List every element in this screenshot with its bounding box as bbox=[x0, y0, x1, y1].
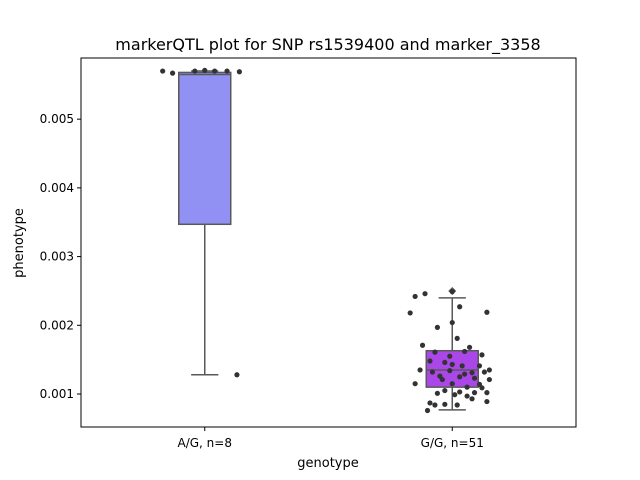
data-point bbox=[476, 363, 483, 369]
x-axis-label: genotype bbox=[297, 456, 358, 471]
data-point bbox=[464, 384, 470, 390]
data-point bbox=[447, 368, 453, 374]
data-point bbox=[486, 376, 492, 383]
data-point bbox=[434, 390, 440, 396]
data-point bbox=[459, 363, 465, 369]
data-point bbox=[466, 344, 473, 350]
data-point bbox=[484, 390, 490, 396]
data-point bbox=[442, 401, 448, 407]
data-point bbox=[202, 67, 208, 73]
data-point bbox=[484, 398, 490, 405]
data-point bbox=[419, 342, 426, 348]
data-point bbox=[454, 402, 460, 408]
data-point bbox=[469, 370, 475, 376]
y-axis-label: phenotype bbox=[12, 208, 27, 278]
data-point bbox=[412, 381, 418, 387]
y-tick-label: 0.005 bbox=[40, 112, 74, 126]
data-point bbox=[224, 68, 230, 74]
data-point bbox=[427, 400, 433, 406]
axes-frame bbox=[80, 57, 577, 428]
data-point bbox=[234, 372, 240, 378]
data-point bbox=[454, 335, 460, 341]
y-tick-label: 0.002 bbox=[40, 318, 74, 332]
data-point bbox=[457, 374, 463, 380]
data-point bbox=[469, 396, 475, 402]
data-point bbox=[471, 390, 478, 396]
data-point bbox=[160, 68, 166, 74]
data-point bbox=[212, 68, 218, 74]
plot-area: 0.001 0.002 0.003 0.004 0.005 A/G, n=8 G/G, n=… bbox=[40, 57, 577, 450]
data-point bbox=[457, 304, 463, 310]
data-point bbox=[449, 319, 455, 326]
data-point bbox=[432, 402, 438, 408]
data-point bbox=[452, 392, 458, 398]
data-point bbox=[427, 358, 433, 364]
y-tick-label: 0.003 bbox=[40, 250, 74, 264]
chart-title: markerQTL plot for SNP rs1539400 and mar… bbox=[115, 35, 540, 55]
data-point bbox=[422, 291, 428, 297]
x-tick-label: G/G, n=51 bbox=[421, 436, 484, 450]
data-point bbox=[479, 352, 485, 358]
data-point bbox=[449, 361, 455, 368]
data-point bbox=[486, 367, 492, 373]
data-point bbox=[192, 68, 198, 74]
data-point bbox=[442, 387, 448, 394]
data-point bbox=[169, 70, 176, 76]
data-point bbox=[449, 381, 455, 387]
data-point bbox=[462, 371, 468, 377]
box-body bbox=[178, 71, 232, 226]
data-point bbox=[429, 369, 436, 375]
data-point bbox=[471, 375, 478, 381]
data-point bbox=[481, 369, 488, 375]
data-point bbox=[447, 353, 453, 359]
data-point bbox=[442, 359, 448, 366]
data-point bbox=[417, 367, 423, 373]
data-point bbox=[476, 381, 483, 387]
data-point bbox=[449, 289, 455, 295]
data-point bbox=[457, 389, 463, 395]
data-point bbox=[424, 407, 431, 414]
y-tick-label: 0.001 bbox=[40, 387, 74, 401]
data-point bbox=[439, 376, 445, 383]
data-point bbox=[434, 324, 440, 330]
data-point bbox=[484, 309, 490, 315]
data-point bbox=[432, 349, 438, 355]
x-tick-label: A/G, n=8 bbox=[178, 436, 232, 450]
data-point bbox=[407, 310, 413, 316]
box-body bbox=[425, 349, 479, 388]
data-point bbox=[236, 69, 242, 75]
data-point bbox=[464, 393, 470, 399]
data-point bbox=[412, 293, 418, 300]
y-tick-label: 0.004 bbox=[40, 181, 74, 195]
data-point bbox=[462, 348, 468, 355]
